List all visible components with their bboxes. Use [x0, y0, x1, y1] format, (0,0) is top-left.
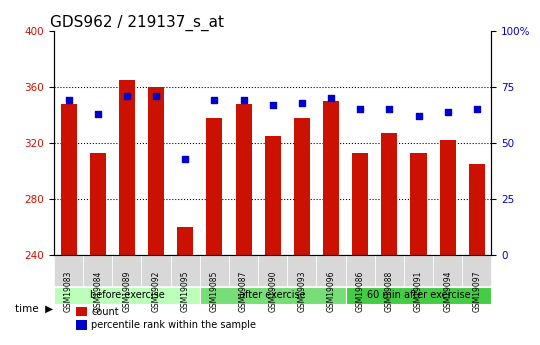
Bar — [469, 164, 485, 255]
Point — [268, 102, 277, 108]
Point — [356, 107, 364, 112]
Text: GDS962 / 219137_s_at: GDS962 / 219137_s_at — [50, 15, 224, 31]
Bar — [258, 255, 287, 286]
Bar — [54, 255, 83, 286]
Text: before exercise: before exercise — [90, 290, 164, 300]
Bar — [200, 255, 229, 286]
Bar — [235, 104, 252, 255]
Text: GSM19092: GSM19092 — [152, 271, 160, 312]
Bar — [60, 104, 77, 255]
Point — [385, 107, 394, 112]
Text: after exercise: after exercise — [239, 290, 306, 300]
Bar — [440, 140, 456, 255]
Text: GSM19085: GSM19085 — [210, 271, 219, 312]
Point — [64, 98, 73, 103]
Text: GSM19086: GSM19086 — [356, 271, 364, 312]
Bar — [83, 255, 112, 286]
Bar — [177, 227, 193, 255]
Bar — [141, 255, 171, 286]
Bar — [346, 255, 375, 286]
Point — [152, 93, 160, 99]
Bar — [381, 133, 397, 255]
Bar — [404, 255, 433, 286]
Bar — [171, 255, 200, 286]
Text: GSM19089: GSM19089 — [123, 271, 131, 312]
Text: GSM19096: GSM19096 — [327, 271, 335, 312]
Bar — [54, 287, 200, 304]
Bar — [119, 80, 135, 255]
Point — [239, 98, 248, 103]
Bar — [375, 255, 404, 286]
Bar — [410, 153, 427, 255]
Bar — [148, 87, 164, 255]
Bar — [265, 136, 281, 255]
Bar — [323, 101, 339, 255]
Text: percentile rank within the sample: percentile rank within the sample — [91, 320, 256, 330]
Text: GSM19087: GSM19087 — [239, 271, 248, 312]
Bar — [206, 118, 222, 255]
Bar — [76, 307, 87, 316]
Bar — [112, 255, 141, 286]
Text: GSM19095: GSM19095 — [181, 271, 190, 312]
Point — [210, 98, 219, 103]
Text: time  ▶: time ▶ — [15, 303, 53, 313]
Bar — [294, 118, 310, 255]
Point — [443, 109, 452, 115]
Text: GSM19083: GSM19083 — [64, 271, 73, 312]
Point — [123, 93, 131, 99]
Point — [298, 100, 306, 106]
Text: count: count — [91, 307, 119, 317]
Bar — [229, 255, 258, 286]
Bar — [316, 255, 346, 286]
Bar — [76, 321, 87, 330]
Point — [414, 114, 423, 119]
Bar — [346, 287, 491, 304]
Bar — [90, 153, 106, 255]
Bar — [352, 153, 368, 255]
Bar — [287, 255, 316, 286]
Text: GSM19091: GSM19091 — [414, 271, 423, 312]
Point — [181, 156, 190, 161]
Text: GSM19094: GSM19094 — [443, 271, 452, 312]
Text: GSM19088: GSM19088 — [385, 271, 394, 312]
Text: GSM19084: GSM19084 — [93, 271, 102, 312]
Bar — [433, 255, 462, 286]
Text: GSM19097: GSM19097 — [472, 271, 481, 312]
Text: GSM19090: GSM19090 — [268, 271, 277, 312]
Text: 60 min after exercise: 60 min after exercise — [367, 290, 470, 300]
Text: GSM19093: GSM19093 — [298, 271, 306, 312]
Point — [472, 107, 481, 112]
Bar — [462, 255, 491, 286]
Point — [327, 96, 335, 101]
Bar — [200, 287, 346, 304]
Point — [93, 111, 102, 117]
